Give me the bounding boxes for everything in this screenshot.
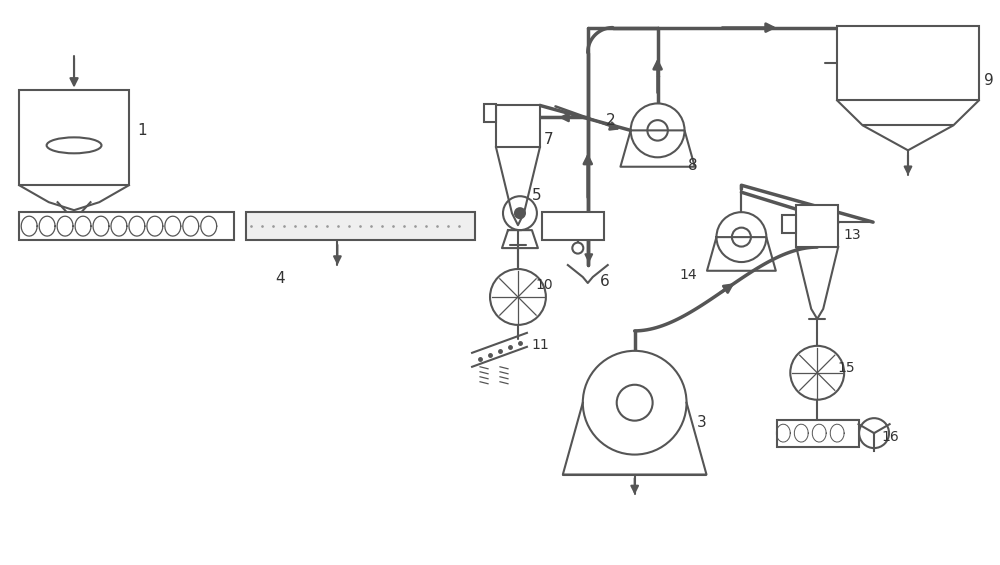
Circle shape: [790, 346, 844, 399]
Circle shape: [490, 269, 546, 325]
Text: 2: 2: [606, 113, 615, 128]
Text: 13: 13: [843, 228, 861, 242]
Bar: [496, 106, 540, 147]
Circle shape: [647, 120, 668, 141]
Ellipse shape: [47, 137, 101, 153]
Bar: [19, 212, 234, 240]
Bar: [837, 25, 979, 101]
Text: 9: 9: [984, 73, 994, 88]
Circle shape: [859, 418, 889, 448]
Circle shape: [617, 385, 653, 421]
Text: 1: 1: [137, 123, 147, 138]
Text: 4: 4: [276, 271, 285, 285]
Text: 3: 3: [697, 415, 706, 430]
Bar: [19, 90, 129, 185]
Bar: [796, 205, 838, 247]
Circle shape: [732, 228, 751, 246]
Circle shape: [503, 196, 537, 230]
Text: 15: 15: [837, 361, 855, 375]
Text: 7: 7: [544, 132, 554, 147]
Circle shape: [716, 212, 766, 262]
Circle shape: [515, 208, 525, 218]
Text: 16: 16: [881, 429, 899, 444]
Bar: [777, 420, 859, 446]
Circle shape: [572, 242, 583, 254]
Text: 14: 14: [680, 268, 697, 282]
Text: 10: 10: [536, 278, 554, 292]
Circle shape: [631, 103, 685, 157]
Bar: [246, 212, 475, 240]
Bar: [484, 105, 496, 123]
Bar: [782, 215, 796, 233]
Text: 11: 11: [532, 338, 550, 352]
Circle shape: [583, 351, 687, 455]
Bar: [542, 212, 604, 240]
Text: 6: 6: [600, 273, 610, 289]
Text: 8: 8: [688, 158, 697, 173]
Text: 5: 5: [532, 188, 542, 203]
